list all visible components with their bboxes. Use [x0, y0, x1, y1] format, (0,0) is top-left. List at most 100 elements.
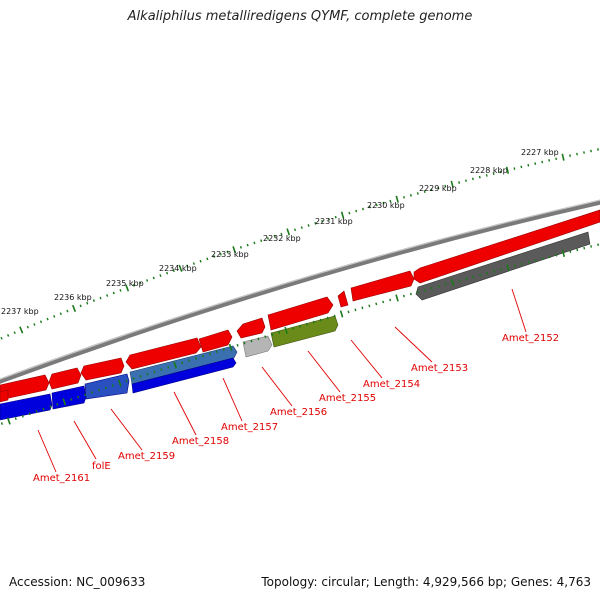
major-tick: [178, 264, 183, 272]
inner-major-tick: [6, 417, 11, 425]
minor-tick: [112, 291, 115, 295]
gene-feature-amet-2155[interactable]: [267, 296, 334, 331]
backbone-arc: [0, 199, 600, 384]
gene-feature-amet-2161[interactable]: [0, 374, 50, 401]
inner-minor-tick: [84, 393, 87, 397]
gene-label[interactable]: Amet_2156: [270, 407, 327, 418]
inner-major-tick: [117, 379, 122, 387]
minor-tick: [368, 205, 371, 209]
gene-feature-amet-2158[interactable]: [125, 337, 202, 370]
pseudo-feature-dark[interactable]: [415, 231, 591, 301]
inner-minor-tick: [548, 255, 551, 259]
gene-label[interactable]: Amet_2152: [502, 333, 559, 344]
inner-major-tick: [561, 249, 566, 257]
inner-minor-tick: [167, 365, 170, 369]
gene-feature-amet-2153[interactable]: [350, 270, 415, 302]
gene-feature-amet-2159[interactable]: [80, 357, 125, 381]
rna-feature[interactable]: [270, 315, 339, 348]
minor-tick: [471, 177, 474, 181]
minor-tick: [403, 195, 406, 199]
minor-tick: [219, 252, 222, 256]
minor-tick: [192, 262, 195, 265]
leader-line: [350, 339, 383, 379]
gene-label[interactable]: Amet_2159: [118, 451, 175, 462]
minor-tick: [266, 237, 269, 240]
inner-major-tick: [506, 264, 510, 272]
inner-minor-tick: [527, 260, 530, 264]
minor-tick: [139, 281, 142, 285]
inner-minor-tick: [305, 322, 308, 326]
gene-label[interactable]: Amet_2153: [411, 363, 468, 374]
inner-minor-tick: [56, 402, 59, 406]
minor-tick: [334, 215, 337, 219]
inner-minor-tick: [132, 377, 135, 380]
gene-feature-leftmost[interactable]: [0, 389, 9, 403]
minor-tick: [465, 179, 467, 183]
minor-tick: [590, 149, 592, 153]
map-title: Alkaliphilus metalliredigens QYMF, compl…: [127, 9, 473, 24]
inner-minor-tick: [479, 273, 482, 277]
minor-tick: [226, 250, 229, 254]
inner-minor-tick: [534, 259, 537, 262]
minor-tick: [152, 276, 155, 280]
gene-feature-fole[interactable]: [48, 367, 82, 390]
gene-label[interactable]: Amet_2157: [221, 422, 278, 433]
gene-feature-amet-2154[interactable]: [337, 290, 349, 308]
gene-label[interactable]: Amet_2154: [363, 379, 420, 390]
minor-tick: [46, 317, 49, 321]
gene-feature-amet-2157[interactable]: [198, 329, 233, 353]
minor-tick: [7, 334, 10, 337]
inner-minor-tick: [500, 268, 503, 271]
minor-tick: [132, 284, 135, 287]
minor-tick: [382, 201, 385, 205]
major-tick: [450, 180, 454, 188]
inner-minor-tick: [215, 350, 218, 354]
minor-tick: [13, 331, 16, 335]
major-tick: [340, 211, 345, 219]
gene-label[interactable]: Amet_2158: [172, 436, 229, 447]
minor-tick: [583, 151, 585, 154]
inner-minor-tick: [597, 243, 600, 247]
leader-line: [110, 408, 143, 451]
minor-tick: [576, 152, 578, 156]
minor-tick: [186, 264, 189, 268]
minor-tick: [362, 207, 365, 211]
inner-minor-tick: [472, 275, 475, 279]
major-tick: [395, 195, 399, 203]
minor-tick: [597, 148, 599, 151]
inner-minor-tick: [493, 270, 496, 273]
inner-minor-tick: [188, 359, 191, 362]
minor-tick: [79, 304, 82, 308]
reverse-feature-blue-1[interactable]: [131, 357, 237, 394]
inner-minor-tick: [278, 331, 281, 334]
inner-minor-tick: [458, 279, 461, 283]
gene-label[interactable]: Amet_2155: [319, 393, 376, 404]
inner-major-tick: [450, 278, 455, 287]
reverse-feature-light[interactable]: [129, 345, 238, 385]
reverse-feature-blue-3[interactable]: [51, 385, 87, 410]
inner-minor-tick: [569, 250, 572, 253]
minor-tick: [327, 217, 330, 221]
inner-minor-tick: [298, 324, 302, 328]
minor-tick: [499, 170, 502, 174]
minor-tick: [92, 299, 95, 303]
minor-tick: [520, 165, 523, 169]
inner-minor-tick: [319, 318, 322, 322]
tick-label: 2228 kbp: [470, 166, 508, 175]
gene-label[interactable]: folE: [92, 461, 111, 472]
minor-tick: [534, 162, 537, 165]
tick-label: 2230 kbp: [367, 201, 405, 210]
leader-line: [73, 420, 97, 460]
inner-major-tick: [339, 310, 344, 318]
inner-minor-tick: [35, 410, 38, 413]
inner-minor-tick: [271, 333, 274, 336]
gene-feature-amet-2156[interactable]: [236, 317, 266, 339]
inner-minor-tick: [520, 262, 523, 266]
gene-label[interactable]: Amet_2161: [33, 473, 90, 484]
minor-tick: [53, 315, 56, 318]
pseudo-feature-light[interactable]: [242, 335, 273, 358]
inner-minor-tick: [97, 388, 101, 392]
tick-label: 2235 kbp: [106, 279, 144, 288]
inner-minor-tick: [292, 326, 295, 330]
inner-minor-tick: [77, 395, 80, 399]
